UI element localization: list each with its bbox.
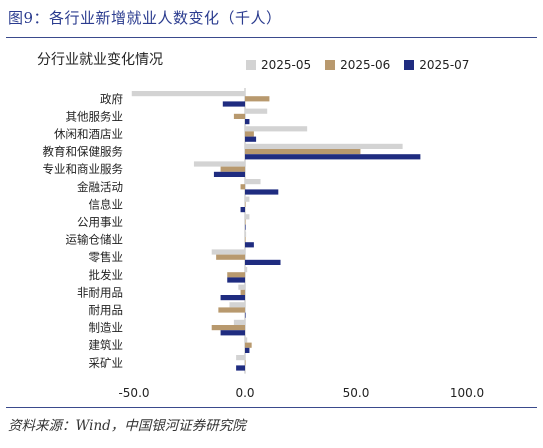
bar-2025-07 <box>227 277 245 283</box>
x-tick-label: 50.0 <box>343 386 370 400</box>
legend-label-2025-07: 2025-07 <box>419 58 470 72</box>
legend-label-2025-05: 2025-05 <box>261 58 312 72</box>
bar-2025-05 <box>233 319 245 325</box>
bar-2025-06 <box>245 219 246 225</box>
category-label: 建筑业 <box>89 338 124 352</box>
category-label: 采矿业 <box>89 356 124 370</box>
category-label: 运输仓储业 <box>66 233 124 247</box>
x-tick-label: 100.0 <box>450 386 484 400</box>
category-label: 教育和保健服务 <box>43 145 124 159</box>
bar-2025-06 <box>245 342 252 348</box>
chart-title: 分行业就业变化情况 <box>37 52 163 68</box>
x-tick-label: 0.0 <box>235 386 254 400</box>
bar-2025-05 <box>245 196 250 202</box>
bar-2025-06 <box>245 237 246 243</box>
bar-2025-07 <box>222 101 245 107</box>
bar-2025-05 <box>245 231 247 237</box>
category-label: 金融活动 <box>77 180 123 194</box>
bar-2025-05 <box>131 91 245 97</box>
legend: 2025-05 2025-06 2025-07 <box>246 58 469 72</box>
bar-2025-05 <box>193 161 245 167</box>
category-label: 制造业 <box>89 321 124 335</box>
bar-2025-07 <box>245 347 250 353</box>
category-label: 零售业 <box>89 250 124 264</box>
bar-2025-06 <box>245 201 246 207</box>
category-label: 非耐用品 <box>77 285 123 299</box>
legend-label-2025-06: 2025-06 <box>340 58 391 72</box>
bar-2025-05 <box>245 108 268 114</box>
bar-2025-06 <box>233 113 245 119</box>
legend-swatch-2025-06 <box>325 60 336 70</box>
bar-2025-05 <box>236 355 245 361</box>
bar-2025-05 <box>245 267 248 273</box>
bar-2025-06 <box>216 254 245 260</box>
bar-2025-06 <box>211 325 245 331</box>
bar-2025-05 <box>245 143 403 149</box>
category-label: 政府 <box>100 92 123 106</box>
legend-item-2025-06: 2025-06 <box>325 58 390 72</box>
bar-2025-07 <box>245 224 246 230</box>
bar-2025-07 <box>245 189 279 195</box>
source-note: 资料来源：Wind，中国银河证券研究院 <box>8 418 246 434</box>
category-label: 休闲和酒店业 <box>54 127 123 141</box>
bottom-rule <box>6 407 537 408</box>
category-label: 信息业 <box>89 197 124 211</box>
bar-2025-07 <box>245 259 281 265</box>
bar-2025-05 <box>229 302 245 308</box>
legend-item-2025-05: 2025-05 <box>246 58 311 72</box>
bar-2025-05 <box>245 337 248 343</box>
legend-item-2025-07: 2025-07 <box>404 58 469 72</box>
legend-swatch-2025-07 <box>404 60 415 70</box>
legend-swatch-2025-05 <box>246 60 256 70</box>
bar-2025-07 <box>245 154 421 160</box>
bar-2025-07 <box>220 295 245 301</box>
figure-title: 图9：各行业新增就业人数变化（千人） <box>8 9 282 27</box>
x-tick-label: -50.0 <box>118 386 149 400</box>
bar-2025-07 <box>245 119 250 125</box>
bar-2025-06 <box>240 184 245 190</box>
bar-2025-06 <box>245 149 361 155</box>
bar-2025-05 <box>238 284 245 290</box>
bar-2025-07 <box>245 136 257 142</box>
bar-2025-06 <box>220 166 245 172</box>
bar-2025-07 <box>220 330 245 336</box>
bar-2025-06 <box>240 289 245 295</box>
category-label: 耐用品 <box>89 303 124 317</box>
bar-2025-07 <box>236 365 245 371</box>
bar-2025-06 <box>227 272 245 278</box>
category-label: 批发业 <box>89 268 124 282</box>
bar-2025-07 <box>245 312 246 318</box>
category-label: 其他服务业 <box>66 109 124 123</box>
category-label: 公用事业 <box>77 215 123 229</box>
bar-2025-06 <box>245 96 270 102</box>
bar-2025-07 <box>240 207 245 213</box>
top-rule <box>6 37 537 38</box>
bar-2025-06 <box>218 307 245 313</box>
bar-2025-06 <box>245 360 246 366</box>
bar-2025-05 <box>245 214 250 220</box>
bar-2025-06 <box>245 131 254 137</box>
category-label: 专业和商业服务 <box>43 162 124 176</box>
bar-2025-05 <box>245 126 308 132</box>
bar-2025-05 <box>245 179 261 185</box>
bar-2025-07 <box>245 242 254 248</box>
bar-2025-05 <box>211 249 245 255</box>
bar-2025-07 <box>213 171 245 177</box>
